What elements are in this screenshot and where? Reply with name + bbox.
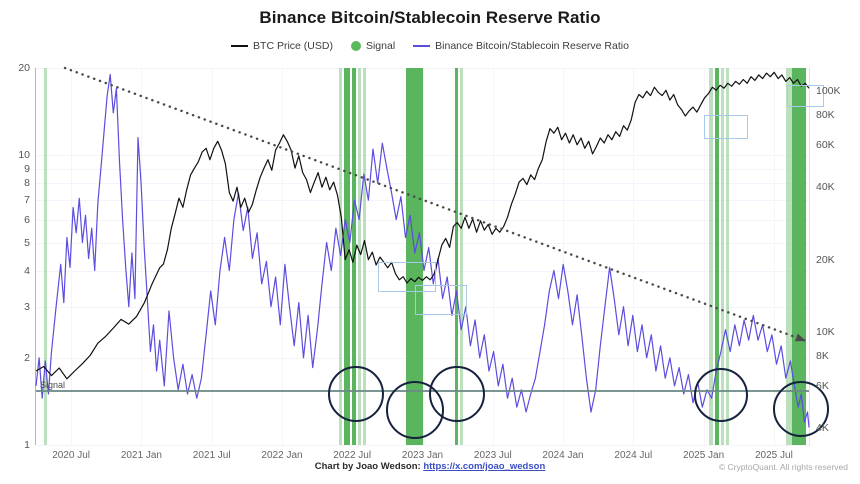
trendline-arrowhead (795, 333, 806, 342)
circle-annotation (694, 368, 748, 422)
y-tick-right: 100K (816, 85, 841, 98)
y-tick-right: 6K (816, 379, 829, 392)
circle-annotation (773, 381, 829, 437)
y-tick-right: 80K (816, 108, 835, 121)
legend-label-signal: Signal (365, 40, 396, 52)
x-tick: 2022 Jul (333, 450, 372, 461)
signal-band (726, 68, 729, 445)
price-box (378, 262, 436, 292)
y-tick-left: 6 (24, 213, 30, 226)
y-axis-right (809, 68, 810, 445)
signal-band (339, 68, 342, 445)
signal-threshold-label: Signal (40, 379, 66, 390)
circle-swatch-icon (350, 41, 361, 51)
x-tick: 2024 Jan (542, 450, 584, 461)
gridline (563, 68, 564, 445)
y-tick-right: 60K (816, 138, 835, 151)
signal-band (709, 68, 713, 445)
line-swatch-icon (413, 45, 431, 47)
legend-item-btc-price[interactable]: BTC Price (USD) (231, 40, 333, 52)
trendline (63, 66, 808, 343)
y-tick-left: 2 (24, 351, 30, 364)
series-line (35, 73, 810, 428)
y-tick-left: 20 (18, 62, 30, 74)
y-tick-left: 8 (24, 177, 30, 190)
plot-area: Signal (35, 66, 829, 446)
series-line (35, 71, 810, 380)
y-tick-right: 20K (816, 253, 835, 266)
legend-item-reserve-ratio[interactable]: Binance Bitcoin/Stablecoin Reserve Ratio (413, 40, 629, 52)
circle-annotation (328, 366, 384, 422)
gridline (492, 68, 494, 445)
signal-band (44, 68, 47, 445)
gridline (71, 68, 73, 445)
line-swatch-icon (231, 45, 249, 47)
signal-band (721, 68, 724, 445)
y-tick-right: 40K (816, 181, 835, 194)
x-tick: 2021 Jul (192, 450, 231, 461)
gridline (282, 68, 283, 445)
series-lines (35, 66, 810, 428)
signal-band (406, 68, 423, 445)
y-tick-right: 8K (816, 349, 829, 362)
x-tick: 2023 Jan (401, 450, 444, 461)
chart-legend: BTC Price (USD) Signal Binance Bitcoin/S… (0, 40, 860, 52)
price-box (787, 85, 824, 107)
legend-label-reserve-ratio: Binance Bitcoin/Stablecoin Reserve Ratio (435, 40, 629, 52)
price-box (704, 115, 748, 139)
x-tick: 2025 Jul (754, 450, 793, 461)
price-box (415, 285, 467, 315)
x-tick: 2022 Jan (261, 450, 303, 461)
gridline (703, 68, 705, 445)
y-tick-left: 4 (24, 264, 30, 277)
gridline (773, 68, 775, 445)
signal-band (455, 68, 458, 445)
y-tick-left: 1 (24, 439, 30, 451)
signal-band (792, 68, 806, 445)
y-tick-left: 7 (24, 194, 30, 207)
signal-band (363, 68, 366, 445)
gridline (211, 68, 213, 445)
signal-band (460, 68, 463, 445)
legend-label-btc-price: BTC Price (USD) (253, 40, 333, 52)
gridline (141, 68, 143, 445)
circle-annotation (429, 366, 485, 422)
credit-prefix: Chart by Joao Wedson: (314, 461, 421, 472)
y-tick-left: 9 (24, 162, 30, 175)
signal-band (358, 68, 361, 445)
gridline (36, 445, 809, 446)
x-tick: 2024 Jul (614, 450, 653, 461)
chart-credit: Chart by Joao Wedson: https://x.com/joao… (0, 461, 860, 472)
x-tick: 2023 Jul (473, 450, 512, 461)
y-tick-left: 5 (24, 236, 30, 249)
signal-band (715, 68, 719, 445)
x-tick: 2021 Jan (120, 450, 162, 461)
credit-link[interactable]: https://x.com/joao_wedson (423, 461, 546, 472)
y-tick-left: 3 (24, 300, 30, 313)
x-tick: 2025 Jan (683, 450, 725, 461)
y-tick-right: 4K (816, 422, 829, 434)
rights-notice: © CryptoQuant. All rights reserved (718, 462, 848, 472)
page-title: Binance Bitcoin/Stablecoin Reserve Ratio (259, 8, 601, 27)
signal-band (786, 68, 792, 445)
y-tick-right: 10K (816, 326, 835, 339)
gridline (633, 68, 635, 445)
legend-item-signal[interactable]: Signal (350, 40, 396, 52)
gridline (422, 68, 424, 445)
x-tick: 2020 Jul (52, 450, 90, 461)
y-tick-left: 10 (18, 149, 30, 162)
